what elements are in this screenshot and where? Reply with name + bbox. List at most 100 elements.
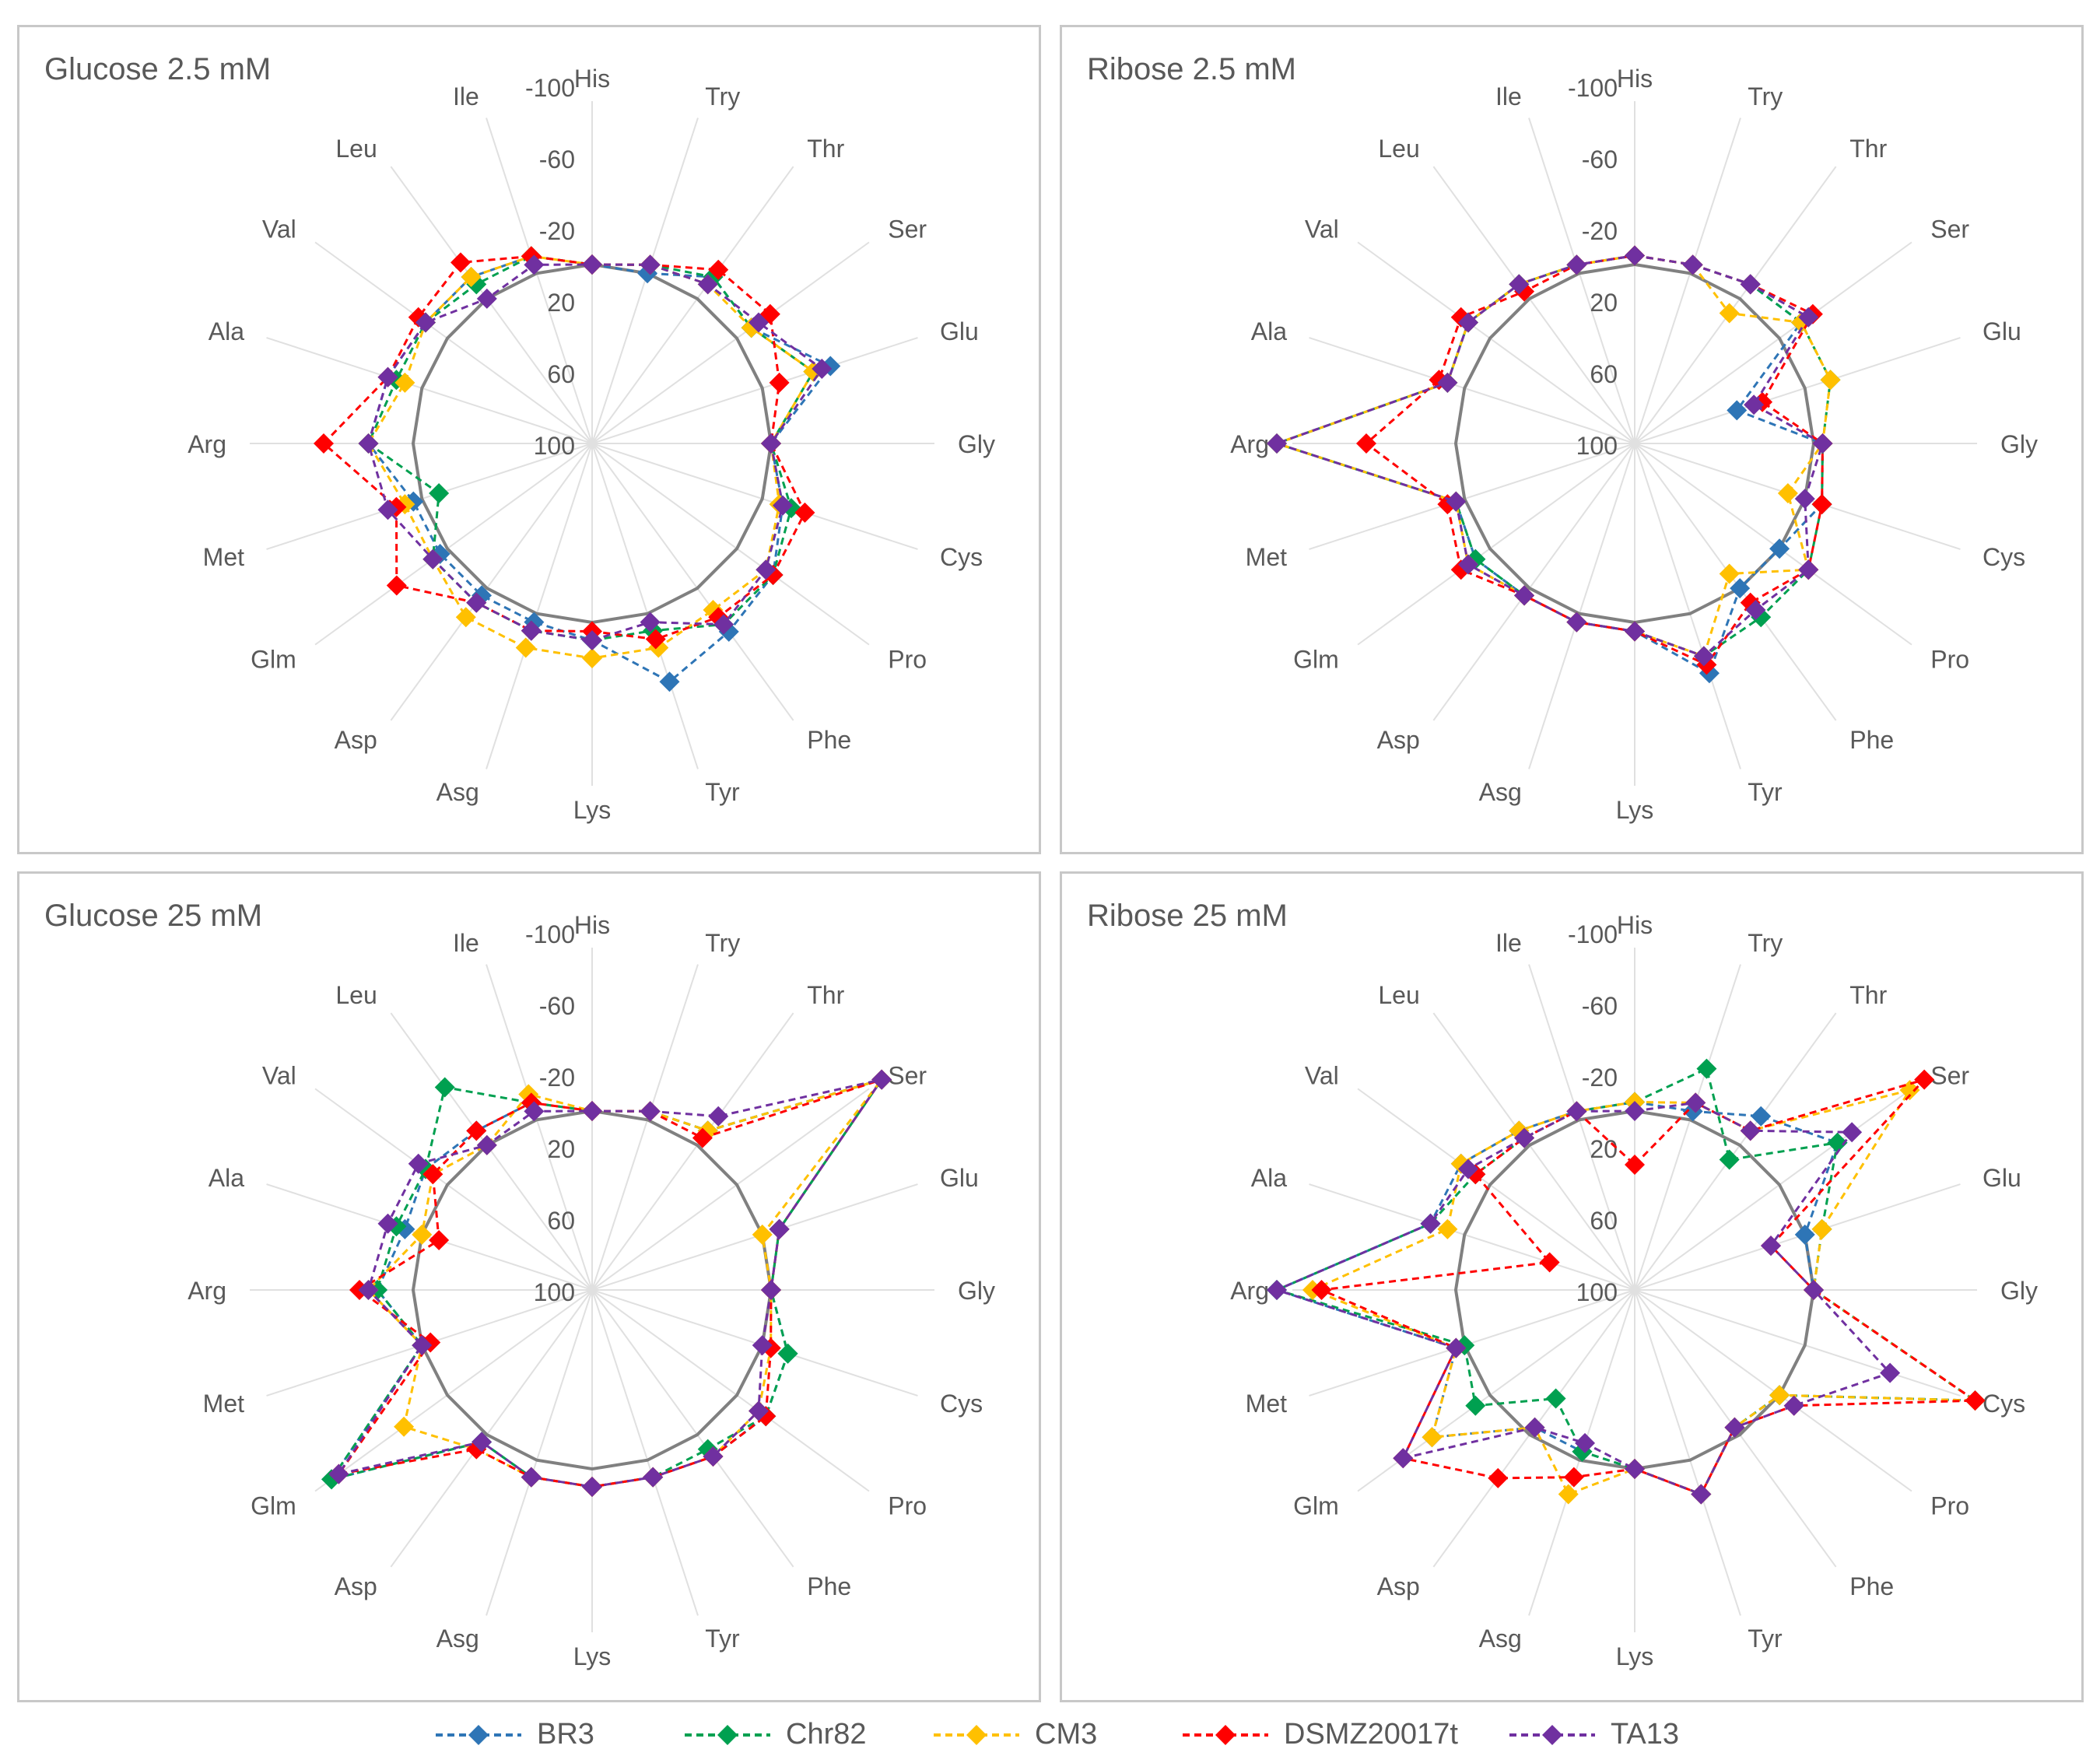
category-label: Phe: [1849, 726, 1894, 754]
category-label: Tyr: [1748, 1625, 1783, 1653]
data-point: [1566, 254, 1587, 275]
legend-swatch: [685, 1725, 770, 1745]
radar-panel: Ribose 2.5 mM -100 -60 -20 20 60 100 His Try Thr…: [1060, 25, 2084, 854]
category-label: Ser: [888, 1062, 927, 1090]
data-point: [1719, 563, 1740, 584]
axis-spoke: [1432, 443, 1635, 721]
data-point: [377, 366, 398, 387]
data-point: [748, 312, 769, 333]
radial-tick-label: -60: [539, 992, 575, 1020]
category-label: Ala: [209, 317, 244, 345]
data-point: [1682, 1101, 1703, 1122]
data-point: [1488, 1467, 1509, 1488]
legend-label: Chr82: [786, 1718, 867, 1751]
category-label: Glm: [251, 1491, 296, 1519]
radial-tick-label: -100: [1568, 920, 1618, 948]
data-point: [1267, 1280, 1287, 1300]
axis-spoke: [486, 443, 593, 769]
data-point: [769, 372, 790, 393]
axis-spoke: [1634, 964, 1741, 1291]
data-point: [1777, 482, 1798, 503]
category-label: Ile: [453, 929, 479, 957]
data-point: [314, 433, 334, 454]
category-label: Lys: [573, 1642, 612, 1670]
data-point: [1899, 1080, 1920, 1101]
data-point: [1696, 654, 1717, 675]
data-point: [1811, 1218, 1832, 1239]
data-point: [1437, 372, 1458, 393]
category-label: Ser: [1930, 1062, 1969, 1090]
panel-title: Glucose 2.5 mM: [44, 52, 272, 86]
category-label: Glu: [1983, 1164, 2021, 1192]
data-point: [412, 1224, 433, 1245]
category-label: Try: [1748, 929, 1783, 957]
category-label: Asg: [436, 778, 479, 806]
category-label: Gly: [958, 1277, 995, 1305]
data-point: [1691, 1484, 1712, 1505]
data-point: [708, 259, 729, 280]
category-label: His: [574, 911, 610, 939]
legend-swatch: [1183, 1725, 1268, 1745]
category-label: Try: [705, 82, 740, 110]
data-point: [1458, 312, 1479, 333]
axis-spoke: [1634, 443, 1837, 721]
data-point: [521, 1467, 542, 1488]
category-label: Glm: [251, 645, 296, 673]
data-point: [1820, 370, 1841, 391]
data-point: [692, 1127, 713, 1148]
axis-spoke: [591, 443, 699, 769]
data-point: [1539, 1252, 1560, 1273]
category-label: Ile: [1495, 929, 1522, 957]
data-point: [582, 1477, 602, 1497]
category-label: Asg: [436, 1625, 479, 1653]
category-label: Cys: [1983, 543, 2025, 571]
category-label: Pro: [888, 645, 927, 673]
data-point: [429, 482, 450, 503]
radial-tick-label: -20: [539, 1064, 575, 1092]
category-label: Ala: [1251, 317, 1287, 345]
data-point: [1575, 1432, 1596, 1453]
category-label: Pro: [888, 1491, 927, 1519]
axis-spoke: [390, 166, 593, 444]
data-point: [697, 274, 718, 295]
radial-tick-label: 100: [1576, 432, 1618, 460]
data-point: [1696, 1058, 1717, 1079]
data-point: [1625, 621, 1645, 642]
data-point: [761, 433, 781, 454]
data-point: [1794, 1224, 1815, 1245]
series-line: [366, 1077, 885, 1488]
radar-chart: -100 -60 -20 20 60 100 His Try Thr Ser Glu Gly Cys Pr…: [188, 65, 995, 824]
data-point: [582, 630, 602, 650]
axis-spoke: [591, 1289, 870, 1492]
panel-title: Ribose 25 mM: [1087, 899, 1288, 933]
category-label: Tyr: [705, 1625, 740, 1653]
axis-spoke: [1309, 337, 1635, 444]
data-point: [1422, 1427, 1443, 1448]
data-point: [1783, 1395, 1804, 1416]
data-point: [1745, 599, 1766, 620]
axis-spoke: [1432, 1012, 1635, 1291]
data-point: [1685, 1092, 1706, 1113]
data-point: [1446, 491, 1467, 512]
data-point: [358, 433, 379, 454]
category-label: Val: [262, 1062, 296, 1090]
data-point: [386, 575, 407, 596]
radial-tick-label: 20: [547, 1135, 575, 1163]
category-label: Lys: [1616, 796, 1654, 824]
data-point: [1730, 578, 1751, 599]
legend-swatch: [436, 1725, 521, 1745]
category-label: Leu: [1378, 981, 1419, 1009]
data-point: [812, 359, 833, 380]
data-point: [1682, 254, 1703, 275]
data-point: [1420, 1213, 1441, 1234]
category-label: Phe: [807, 1572, 851, 1600]
category-label: Val: [1305, 216, 1339, 244]
radar-chart: -100 -60 -20 20 60 100 His Try Thr Ser Glu Gly Cys Pr…: [1230, 65, 2038, 824]
series-line: [336, 1077, 885, 1488]
panel-title: Glucose 25 mM: [44, 899, 263, 933]
data-point: [752, 1224, 773, 1245]
axis-spoke: [591, 443, 918, 550]
category-label: Try: [1748, 82, 1783, 110]
radial-tick-label: 60: [1590, 360, 1618, 388]
radial-tick-label: 60: [1590, 1207, 1618, 1235]
